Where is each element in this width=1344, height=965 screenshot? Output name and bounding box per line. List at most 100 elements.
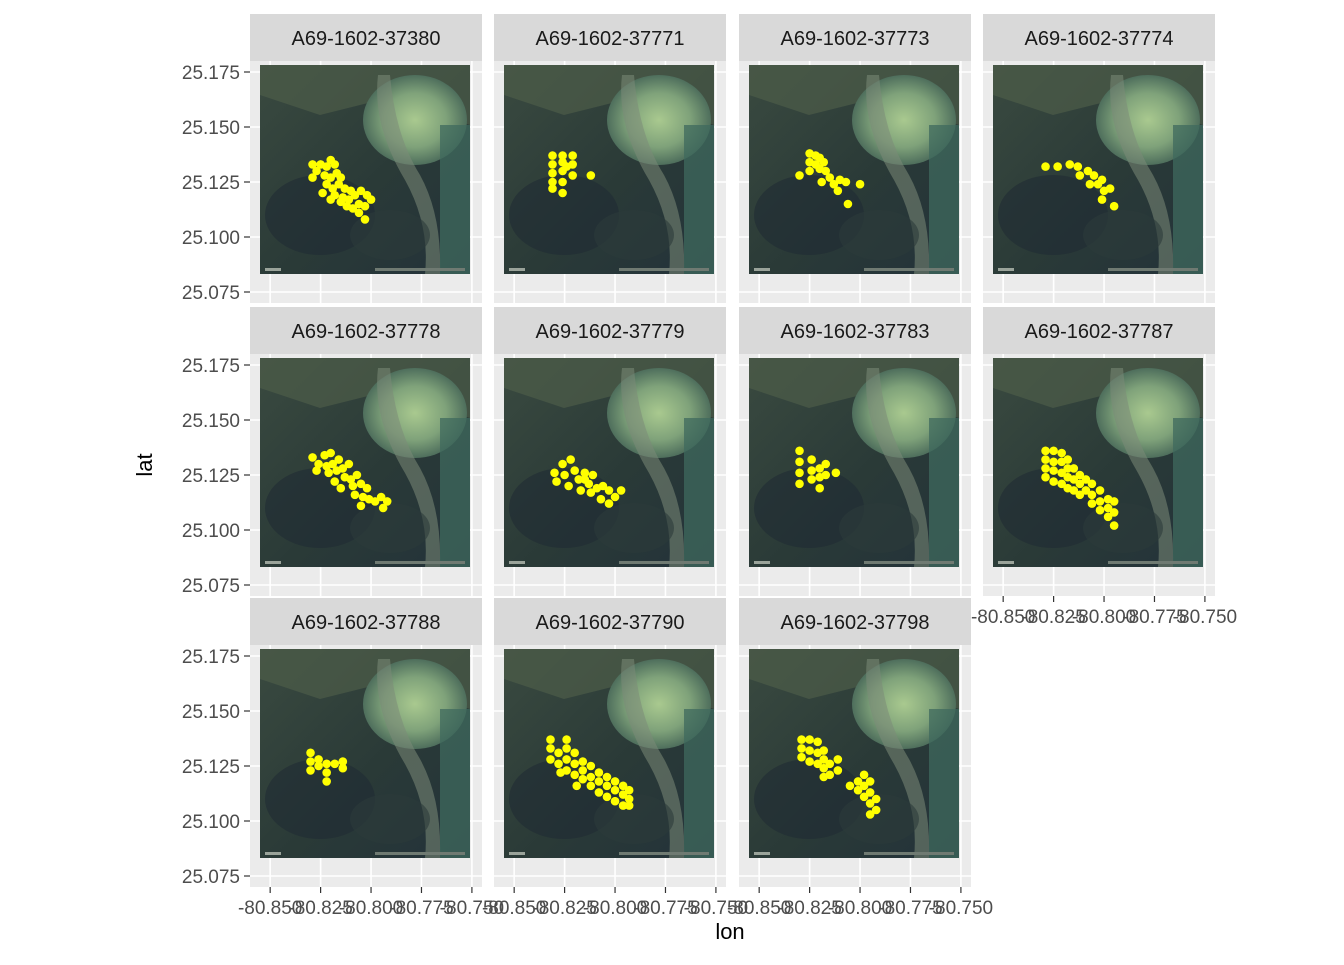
detection-point: [821, 470, 831, 480]
facet-strip: [250, 598, 482, 645]
detection-point: [314, 459, 323, 469]
facet-strip: [739, 307, 971, 354]
detection-point: [574, 475, 584, 484]
detection-point: [1053, 162, 1062, 171]
detection-point: [610, 796, 620, 806]
detection-point: [853, 785, 863, 795]
detection-point: [604, 486, 614, 495]
detection-point: [845, 781, 855, 791]
facet-panel: A69-1602-37790-80.850-80.825-80.800-80.7…: [482, 598, 748, 919]
detection-point: [813, 759, 822, 769]
facet-strip-label: A69-1602-37774: [1024, 28, 1173, 50]
detection-point: [330, 160, 340, 169]
detection-point: [570, 748, 579, 758]
detection-point: [314, 755, 323, 764]
x-tick-label: -80.800: [339, 898, 403, 919]
detection-point: [322, 777, 331, 786]
x-tick-label: -80.775: [1122, 607, 1186, 628]
detection-point: [308, 160, 317, 169]
detection-point: [576, 486, 586, 495]
detection-points: [306, 748, 348, 786]
detection-point: [552, 477, 561, 486]
detection-point: [562, 735, 571, 744]
detection-point: [618, 781, 628, 791]
detection-point: [570, 759, 579, 769]
detection-point: [833, 186, 843, 196]
detection-point: [833, 766, 843, 775]
detection-points: [1041, 160, 1119, 211]
detection-point: [308, 453, 317, 462]
detection-point: [562, 755, 571, 764]
detection-points: [797, 735, 881, 819]
detection-point: [821, 166, 831, 176]
detection-point: [1069, 486, 1079, 495]
y-tick-label: 25.175: [182, 356, 240, 377]
detection-point: [572, 781, 582, 791]
detection-point: [1049, 477, 1058, 486]
facet-strip: [983, 307, 1215, 354]
detection-point: [865, 799, 875, 808]
facet-panel: A69-1602-37773: [739, 14, 971, 303]
detection-point: [833, 755, 843, 764]
detection-point: [306, 766, 315, 775]
detection-point: [1063, 455, 1073, 464]
detection-point: [546, 735, 555, 744]
detection-point: [1109, 201, 1119, 211]
x-axis-title: lon: [715, 919, 744, 944]
detection-point: [855, 179, 865, 189]
y-axis-title: lat: [132, 453, 157, 476]
detection-point: [326, 195, 335, 204]
detection-point: [568, 171, 577, 180]
x-tick-label: -80.750: [684, 898, 748, 919]
y-tick-label: 25.125: [182, 757, 240, 778]
satellite-map-image: [504, 358, 714, 567]
facet-strip-label: A69-1602-37798: [780, 612, 929, 634]
detection-point: [805, 166, 814, 176]
detection-point: [1103, 512, 1113, 522]
y-tick-label: 25.075: [182, 283, 240, 304]
detection-point: [829, 179, 839, 189]
detection-point: [797, 735, 806, 744]
detection-point: [1089, 171, 1099, 180]
detection-point: [322, 768, 331, 777]
detection-point: [1087, 479, 1097, 489]
satellite-map-image: [504, 65, 714, 274]
detection-point: [1073, 162, 1083, 171]
y-tick-label: 25.150: [182, 411, 240, 432]
detection-point: [336, 483, 346, 493]
detection-point: [314, 761, 323, 771]
detection-point: [308, 173, 317, 182]
detection-point: [312, 166, 321, 176]
detection-point: [819, 157, 829, 167]
detection-point: [807, 475, 816, 484]
detection-point: [1095, 486, 1105, 495]
detection-point: [624, 785, 634, 795]
y-tick-label: 25.075: [182, 576, 240, 597]
detection-point: [1049, 446, 1058, 456]
detection-point: [610, 785, 620, 795]
detection-point: [346, 475, 356, 484]
x-tick-label: -80.750: [929, 898, 993, 919]
detection-point: [328, 459, 338, 469]
detection-points: [548, 151, 596, 198]
detection-point: [326, 173, 335, 182]
detection-point: [825, 173, 835, 182]
detection-point: [594, 768, 604, 777]
detection-point: [618, 790, 628, 799]
detection-point: [356, 501, 366, 511]
detection-point: [350, 490, 360, 500]
detection-point: [580, 468, 590, 478]
detection-point: [362, 483, 372, 493]
detection-point: [1095, 505, 1105, 515]
detection-point: [819, 755, 829, 764]
detection-point: [1075, 171, 1085, 180]
detection-point: [338, 464, 348, 473]
x-tick-label: -80.800: [828, 898, 892, 919]
detection-point: [338, 763, 348, 773]
satellite-map-image: [260, 649, 470, 858]
detection-point: [1063, 464, 1073, 473]
detection-point: [548, 168, 557, 178]
detection-point: [1057, 448, 1066, 458]
detection-point: [322, 179, 331, 189]
y-tick-label: 25.125: [182, 173, 240, 194]
